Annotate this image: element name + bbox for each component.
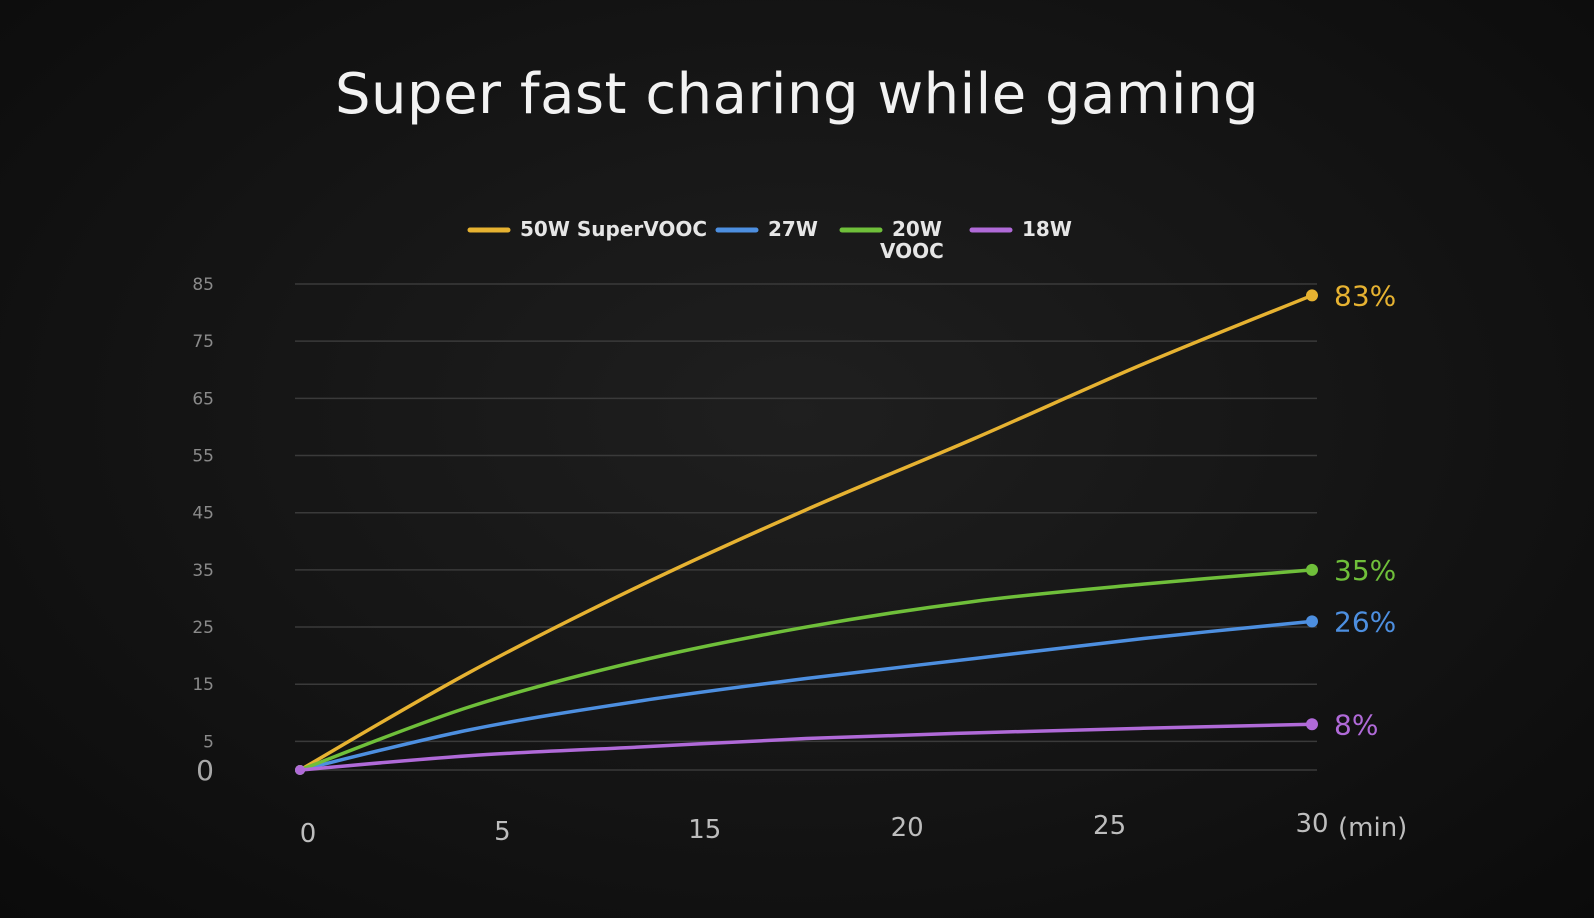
x-tick-label: 25 bbox=[1093, 811, 1126, 841]
series-end-point bbox=[1306, 563, 1318, 576]
series-end-label: 83% bbox=[1334, 279, 1396, 312]
y-tick-label: 45 bbox=[192, 504, 214, 524]
y-tick-label: 15 bbox=[192, 675, 214, 695]
legend-label: 18W bbox=[1022, 217, 1072, 241]
y-tick-label: 85 bbox=[192, 275, 214, 295]
series-line bbox=[298, 722, 1314, 772]
y-tick-label: 65 bbox=[192, 389, 214, 409]
series-end-point bbox=[1306, 289, 1318, 302]
grid-lines bbox=[295, 283, 1317, 771]
x-tick-label: 15 bbox=[688, 815, 721, 845]
end-labels: 83% 26% 35% 8% bbox=[1334, 279, 1396, 741]
y-tick-label: 25 bbox=[192, 618, 214, 638]
y-axis-ticks: 05 15 25 35 45 55 65 75 85 bbox=[192, 275, 214, 787]
series-start-point bbox=[295, 765, 305, 775]
series-end-point bbox=[1306, 718, 1318, 731]
x-tick-label: 0 bbox=[300, 819, 317, 849]
series-line bbox=[298, 293, 1314, 772]
x-tick-label: 5 bbox=[494, 817, 511, 847]
legend-label: 27W bbox=[768, 217, 818, 241]
y-tick-label: 5 bbox=[203, 732, 214, 752]
x-axis-unit: (min) bbox=[1338, 813, 1407, 843]
legend-sublabel: VOOC bbox=[880, 239, 944, 263]
x-axis-ticks: 0 5 15 20 25 30 (min) bbox=[300, 809, 1408, 849]
series-line bbox=[298, 619, 1314, 772]
y-tick-label: 0 bbox=[196, 754, 214, 787]
y-tick-label: 75 bbox=[192, 332, 214, 352]
series-end-point bbox=[1306, 615, 1318, 628]
series-end-label: 8% bbox=[1334, 708, 1378, 741]
y-tick-label: 55 bbox=[192, 447, 214, 467]
series-line bbox=[298, 568, 1314, 772]
series-end-label: 35% bbox=[1334, 554, 1396, 587]
chart-title: Super fast charing while gaming bbox=[334, 62, 1260, 127]
legend-label: 50W SuperVOOC bbox=[520, 217, 707, 241]
series-end-label: 26% bbox=[1334, 605, 1396, 638]
series-lines bbox=[295, 289, 1318, 775]
y-tick-label: 35 bbox=[192, 561, 214, 581]
x-tick-label: 30 bbox=[1295, 809, 1328, 839]
legend-label: 20W bbox=[892, 217, 942, 241]
x-tick-label: 20 bbox=[891, 813, 924, 843]
